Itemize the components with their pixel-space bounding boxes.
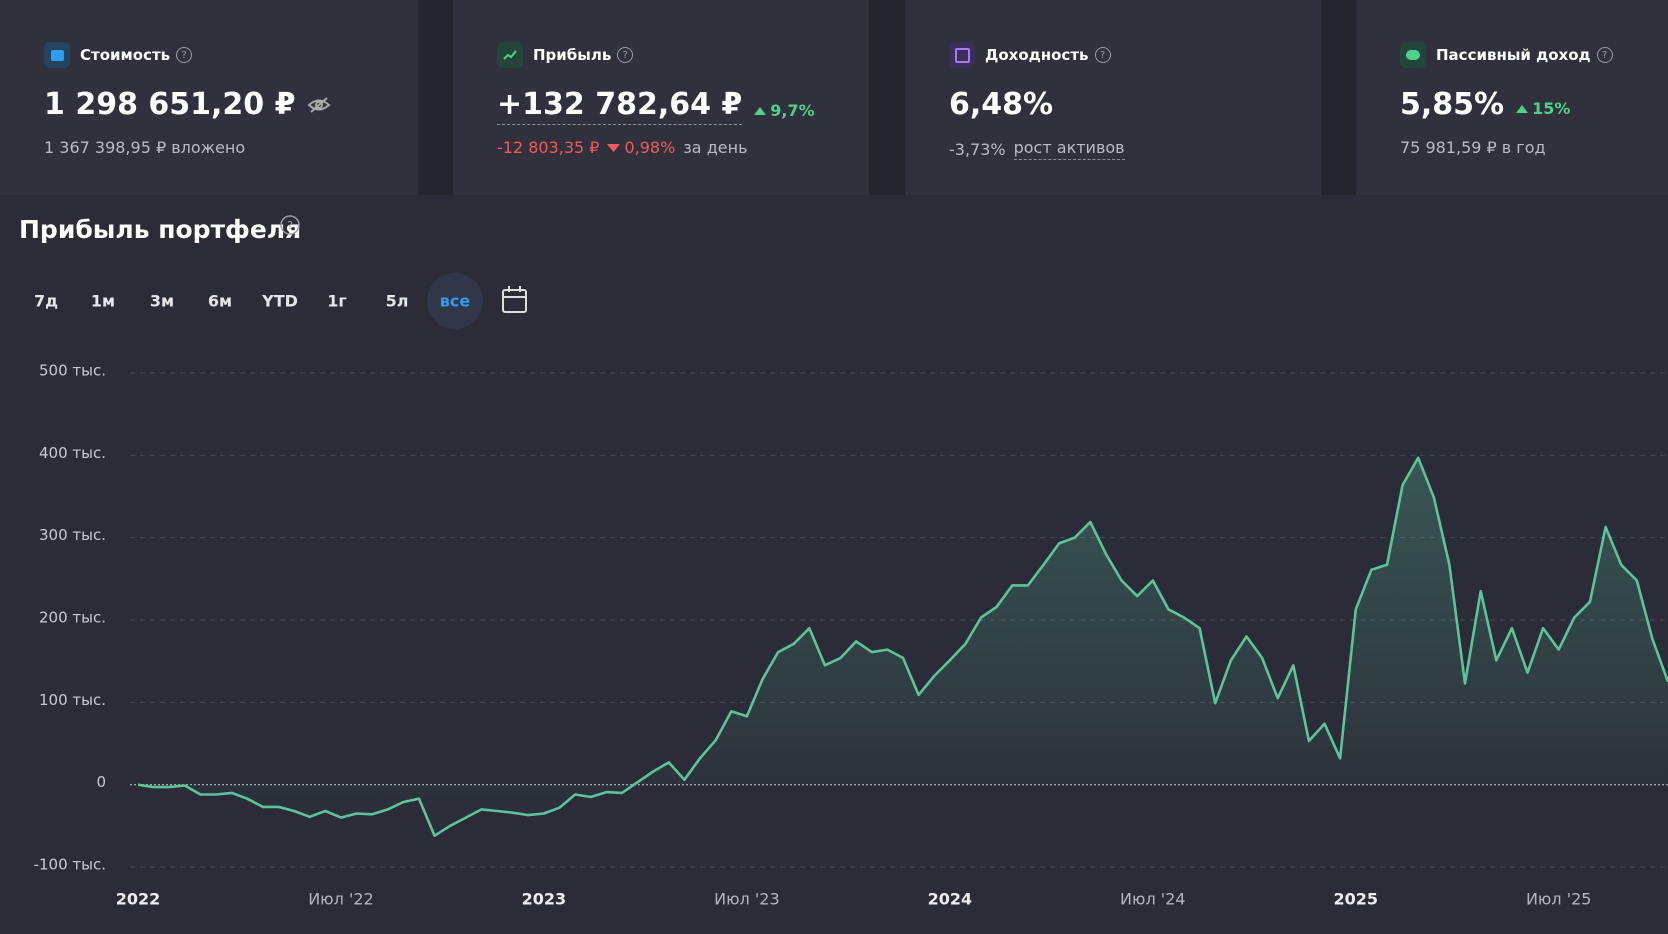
x-tick-label: Июл '25 [1526, 890, 1592, 909]
card-title: Прибыль [533, 46, 612, 64]
x-tick-label: 2023 [522, 890, 567, 909]
card-head: Стоимость? [44, 42, 193, 68]
period-button[interactable]: все [440, 292, 471, 311]
card-value-row: 1 298 651,20 ₽ [44, 87, 331, 122]
card: Доходность? 6,48% -3,73% рост активов [905, 0, 1321, 195]
card-subtitle: 1 367 398,95 ₽ вложено [44, 138, 246, 157]
y-tick-label: 400 тыс. [39, 444, 106, 462]
icon-glyph [503, 50, 517, 60]
card-subtitle[interactable]: рост активов [1013, 138, 1125, 160]
card-value-row: 5,85% 15% [1400, 87, 1570, 122]
card-value: 1 298 651,20 ₽ [44, 87, 296, 122]
card-title: Пассивный доход [1436, 46, 1591, 64]
y-tick-label: 500 тыс. [39, 362, 106, 380]
x-tick-label: 2024 [928, 890, 973, 909]
help[interactable] [280, 215, 300, 235]
icon [44, 42, 70, 68]
change-value: 9,7% [770, 100, 815, 120]
x-tick-label: 2025 [1333, 890, 1378, 909]
down-arrow [607, 144, 621, 152]
card-head: Пассивный доход? [1400, 42, 1613, 68]
x-tick-label: Июл '23 [714, 890, 780, 909]
period-button[interactable]: 3м [150, 292, 174, 311]
summary: Стоимость? 1 298 651,20 ₽ 1 367 398,95 ₽… [0, 0, 1668, 195]
period-button[interactable]: YTD [261, 292, 298, 311]
x-tick-label: Июл '24 [1120, 890, 1186, 909]
help-mark: ? [287, 219, 293, 232]
card-sub: -3,73% рост активов [949, 138, 1125, 160]
calendar-button[interactable] [502, 286, 527, 313]
line [137, 456, 1668, 837]
period-button[interactable]: 5л [386, 292, 409, 311]
x-tick-label: 2022 [116, 890, 161, 909]
card-value: +132 782,64 ₽ [497, 87, 743, 125]
card: Пассивный доход? 5,85% 15% 75 981,59 ₽ в… [1356, 0, 1668, 195]
help[interactable]: ? [1094, 47, 1111, 63]
period-buttons: 7д 1м 3м 6м YTD 1г 5л все [34, 273, 483, 329]
area [138, 457, 1668, 836]
up-arrow [754, 106, 767, 115]
card-head: Прибыль? [497, 42, 634, 68]
period-button[interactable]: 6м [208, 292, 232, 311]
card-value-row: +132 782,64 ₽ 9,7% [497, 87, 815, 125]
icon [1400, 42, 1426, 68]
period-button[interactable]: 1г [327, 292, 347, 311]
card: Прибыль? +132 782,64 ₽ 9,7% -12 803,35 ₽… [453, 0, 869, 195]
day-change: -12 803,35 ₽ [497, 138, 600, 157]
card-sub: 1 367 398,95 ₽ вложено [44, 138, 245, 157]
card-subtitle: 75 981,59 ₽ в год [1400, 138, 1546, 157]
change: 15% [1516, 99, 1570, 118]
card-sub: -12 803,35 ₽ 0,98% за день [497, 138, 748, 157]
card-title: Доходность [985, 46, 1089, 64]
card-title: Стоимость [80, 46, 171, 64]
y-tick-label: 0 [96, 773, 106, 791]
period-button[interactable]: 1м [91, 292, 115, 311]
day-change-pct: 0,98% [624, 138, 676, 157]
card-value: 5,85% [1400, 87, 1505, 122]
hide-icon[interactable] [307, 96, 331, 114]
chart: Прибыль портфеля ? 7д 1м 3м 6м YTD 1г 5л все -1… [19, 215, 1668, 909]
x-tick-label: Июл '22 [308, 890, 374, 909]
period-button[interactable]: 7д [34, 292, 58, 311]
help[interactable]: ? [617, 47, 634, 63]
y-tick-label: 200 тыс. [39, 609, 106, 627]
card: Стоимость? 1 298 651,20 ₽ 1 367 398,95 ₽… [0, 0, 418, 195]
up-arrow [1516, 105, 1529, 113]
chart-title: Прибыль портфеля [19, 215, 301, 244]
y-tick-label: 100 тыс. [39, 691, 106, 709]
change-value: 15% [1532, 99, 1571, 118]
icon [949, 42, 975, 68]
card-head: Доходность? [949, 42, 1111, 68]
y-tick-label: 300 тыс. [39, 526, 106, 544]
help[interactable]: ? [1596, 47, 1613, 63]
icon [497, 42, 523, 68]
change: 9,7% [754, 100, 815, 120]
active-period-bg [427, 273, 483, 329]
day-label: за день [683, 138, 748, 157]
y-tick-label: -100 тыс. [34, 856, 106, 874]
card-sub: 75 981,59 ₽ в год [1400, 138, 1546, 157]
help[interactable]: ? [176, 47, 193, 63]
change-sub: -3,73% [949, 139, 1006, 159]
card-value-row: 6,48% [949, 87, 1053, 122]
card-value: 6,48% [949, 87, 1054, 122]
